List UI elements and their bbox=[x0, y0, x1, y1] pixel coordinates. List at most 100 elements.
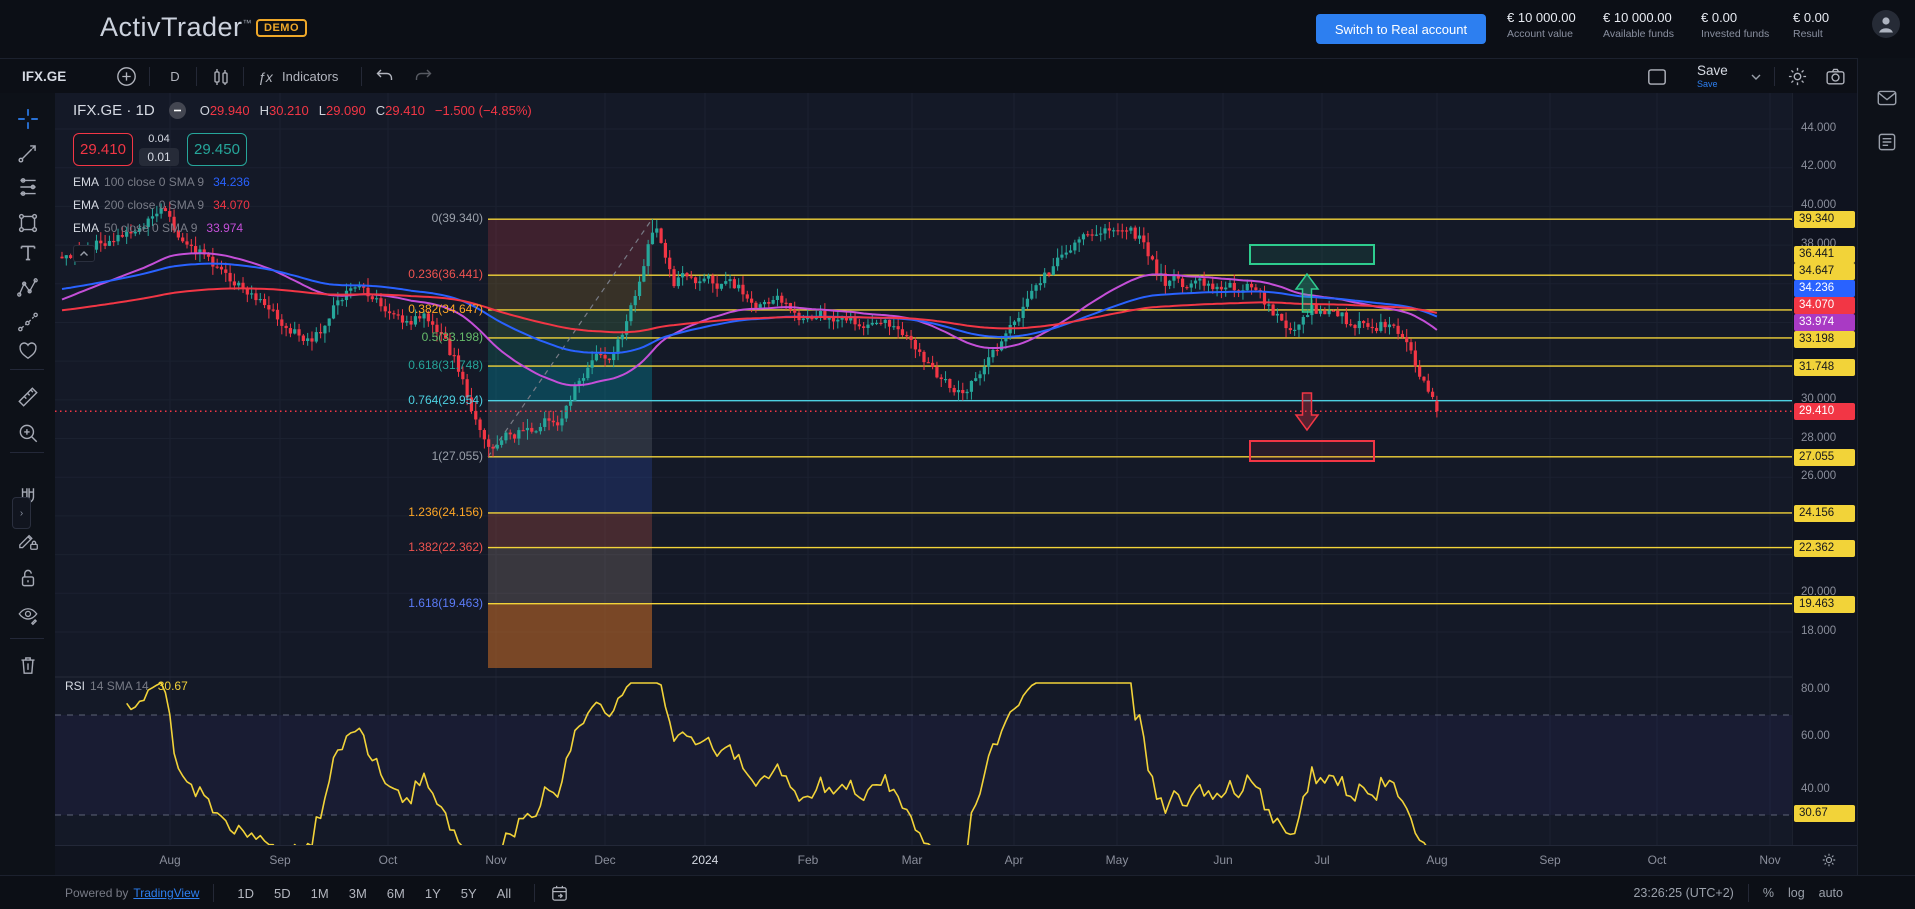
toolbar-divider bbox=[10, 369, 44, 370]
price-axis-tick: 44.000 bbox=[1801, 122, 1836, 134]
time-axis-label: Dec bbox=[594, 853, 615, 867]
news-icon[interactable] bbox=[1875, 130, 1899, 154]
go-to-date-icon[interactable] bbox=[549, 883, 570, 904]
range-button-all[interactable]: All bbox=[488, 883, 520, 904]
save-chevron-down-icon[interactable] bbox=[1748, 59, 1764, 94]
indicator-row[interactable]: EMA100 close 0 SMA 934.236 bbox=[73, 175, 532, 189]
fib-level-label: 0.236(36.441) bbox=[408, 267, 483, 281]
chart-area[interactable]: 0(39.340)0.236(36.441)0.382(34.647)0.5(3… bbox=[55, 93, 1792, 845]
price-axis[interactable]: 44.00042.00040.00038.00030.00028.00026.0… bbox=[1792, 93, 1858, 845]
collapse-ohlc-icon[interactable] bbox=[169, 102, 186, 119]
indicator-legend-rows: EMA100 close 0 SMA 934.236 EMA200 close 0… bbox=[73, 175, 532, 235]
fib-retracement-icon[interactable] bbox=[16, 175, 40, 199]
toolbar-divider bbox=[10, 638, 44, 639]
shapes-icon[interactable] bbox=[16, 211, 40, 235]
save-button[interactable]: Save Save bbox=[1697, 59, 1728, 94]
time-axis-label: Nov bbox=[1759, 853, 1780, 867]
crosshair-icon[interactable] bbox=[16, 107, 40, 131]
indicator-row[interactable]: EMA200 close 0 SMA 934.070 bbox=[73, 198, 532, 212]
clock[interactable]: 23:26:25 (UTC+2) bbox=[1633, 886, 1733, 900]
indicator-row[interactable]: EMA50 close 0 SMA 933.974 bbox=[73, 221, 532, 235]
sell-button[interactable]: 29.410 bbox=[73, 133, 133, 166]
fib-level-label: 0.764(29.954) bbox=[408, 393, 483, 407]
text-icon[interactable] bbox=[16, 241, 40, 265]
toolbar-divider bbox=[10, 452, 44, 453]
range-buttons: 1D5D1M3M6M1Y5YAll bbox=[228, 883, 520, 904]
price-axis-tick: 26.000 bbox=[1801, 470, 1836, 482]
fib-level-label: 0.5(33.198) bbox=[422, 330, 483, 344]
time-axis-settings-icon[interactable] bbox=[1820, 851, 1838, 869]
demo-badge: DEMO bbox=[256, 19, 307, 37]
ruler-icon[interactable] bbox=[16, 385, 40, 409]
change-value: −1.500 (−4.85%) bbox=[435, 103, 532, 118]
ohlc-values: O29.940H30.210L29.090C29.410 bbox=[200, 103, 425, 118]
time-axis-label: Aug bbox=[1426, 853, 1447, 867]
range-button-3m[interactable]: 3M bbox=[340, 883, 376, 904]
right-sidebar bbox=[1857, 58, 1915, 909]
chart-legend: IFX.GE · 1D O29.940H30.210L29.090C29.410… bbox=[73, 102, 532, 262]
price-axis-badge: 33.198 bbox=[1794, 331, 1855, 348]
trend-line-icon[interactable] bbox=[16, 141, 40, 165]
avatar[interactable] bbox=[1872, 10, 1900, 38]
price-axis-tick: 18.000 bbox=[1801, 625, 1836, 637]
price-axis-badge: 34.236 bbox=[1794, 280, 1855, 297]
price-axis-tick: 42.000 bbox=[1801, 160, 1836, 172]
stat-label: Available funds bbox=[1603, 28, 1698, 40]
bottom-bar: Powered by TradingView 1D5D1M3M6M1Y5YAll… bbox=[0, 875, 1915, 909]
zoom-in-icon[interactable] bbox=[16, 421, 40, 445]
price-axis-badge: 33.974 bbox=[1794, 314, 1855, 331]
chart-style-icon[interactable] bbox=[210, 59, 232, 94]
user-drawings[interactable] bbox=[1250, 245, 1374, 461]
range-button-5d[interactable]: 5D bbox=[265, 883, 300, 904]
fx-icon: ƒx bbox=[258, 59, 273, 94]
time-axis-label: Nov bbox=[485, 853, 506, 867]
redo-icon[interactable] bbox=[412, 59, 434, 94]
delete-drawings-icon[interactable] bbox=[16, 653, 40, 677]
stat-value: € 10 000.00 bbox=[1603, 10, 1698, 25]
ohlc-item: H30.210 bbox=[260, 103, 309, 118]
undo-icon[interactable] bbox=[374, 59, 396, 94]
xabcd-pattern-icon[interactable] bbox=[16, 276, 40, 300]
lock-all-icon[interactable] bbox=[16, 566, 40, 590]
time-axis[interactable]: AugSepOctNovDec2024FebMarAprMayJunJulAug… bbox=[55, 845, 1857, 876]
forecast-icon[interactable] bbox=[16, 310, 40, 334]
range-button-1m[interactable]: 1M bbox=[302, 883, 338, 904]
settings-gear-icon[interactable] bbox=[1786, 59, 1809, 94]
drawing-toolbar: › bbox=[0, 93, 56, 909]
stat-value: € 0.00 bbox=[1701, 10, 1796, 25]
indicators-button[interactable]: Indicators bbox=[282, 59, 338, 94]
fib-level-label: 1(27.055) bbox=[432, 449, 483, 463]
messages-envelope-icon[interactable] bbox=[1875, 86, 1899, 110]
toolbar-collapse-tab[interactable]: › bbox=[12, 497, 31, 529]
log-scale-button[interactable]: log bbox=[1788, 886, 1805, 900]
buy-button[interactable]: 29.450 bbox=[187, 133, 247, 166]
range-button-1d[interactable]: 1D bbox=[228, 883, 263, 904]
price-axis-badge: 27.055 bbox=[1794, 449, 1855, 466]
spread: 0.04 0.01 bbox=[135, 133, 183, 166]
account-stat: € 10 000.00Account value bbox=[1507, 10, 1602, 40]
range-button-1y[interactable]: 1Y bbox=[416, 883, 450, 904]
tradingview-link[interactable]: TradingView bbox=[133, 886, 199, 900]
favorites-heart-icon[interactable] bbox=[16, 338, 40, 362]
top-header: ActivTrader™ DEMO Switch to Real account… bbox=[0, 0, 1915, 58]
screenshot-camera-icon[interactable] bbox=[1824, 59, 1847, 94]
app-logo: ActivTrader™ bbox=[100, 12, 252, 43]
fib-retracement[interactable] bbox=[488, 219, 1792, 668]
range-button-6m[interactable]: 6M bbox=[378, 883, 414, 904]
interval-button[interactable]: D bbox=[167, 59, 183, 94]
compare-add-icon[interactable] bbox=[115, 59, 138, 94]
percent-scale-button[interactable]: % bbox=[1763, 886, 1774, 900]
fib-level-label: 1.236(24.156) bbox=[408, 505, 483, 519]
auto-scale-button[interactable]: auto bbox=[1819, 886, 1843, 900]
hide-drawings-icon[interactable] bbox=[16, 603, 40, 627]
legend-collapse-button[interactable] bbox=[73, 245, 95, 262]
drawing-mode-lock-icon[interactable] bbox=[16, 528, 40, 552]
legend-symbol[interactable]: IFX.GE · 1D bbox=[73, 102, 155, 119]
stat-value: € 10 000.00 bbox=[1507, 10, 1602, 25]
range-button-5y[interactable]: 5Y bbox=[452, 883, 486, 904]
panel-layout-icon[interactable] bbox=[1645, 59, 1669, 94]
switch-to-real-account-button[interactable]: Switch to Real account bbox=[1316, 14, 1486, 44]
time-axis-label: Jun bbox=[1213, 853, 1232, 867]
symbol-button[interactable]: IFX.GE bbox=[22, 59, 66, 94]
time-axis-label: Sep bbox=[1539, 853, 1560, 867]
